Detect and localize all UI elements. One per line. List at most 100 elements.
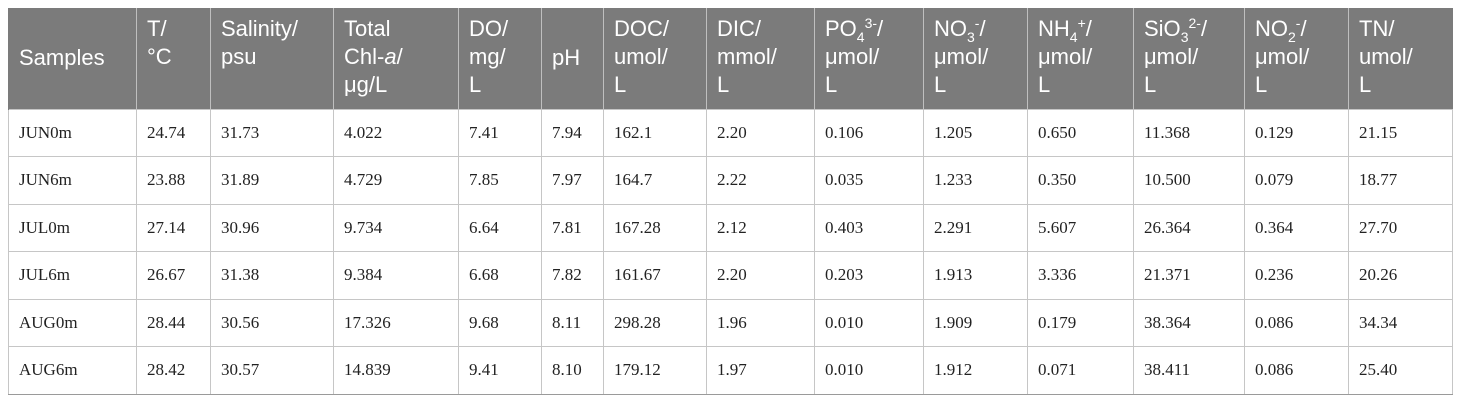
table-cell: 30.57 bbox=[210, 346, 334, 395]
table-cell: 11.368 bbox=[1133, 108, 1245, 157]
table-cell: 20.26 bbox=[1348, 251, 1453, 300]
header-formula: NO bbox=[1255, 16, 1288, 41]
header-label-line: Total bbox=[344, 16, 391, 41]
table-cell: 10.500 bbox=[1133, 156, 1245, 205]
header-unit: umol/ bbox=[1359, 44, 1413, 69]
table-cell: 0.010 bbox=[814, 346, 924, 395]
table-cell: 1.97 bbox=[706, 346, 815, 395]
table-row: JUN0m 24.74 31.73 4.022 7.41 7.94 162.1 2.20 0.1… bbox=[8, 108, 1453, 157]
table-cell: 0.035 bbox=[814, 156, 924, 205]
header-unit: μmol/ bbox=[934, 44, 989, 69]
table-cell: 8.11 bbox=[541, 298, 604, 347]
header-superscript: - bbox=[1295, 15, 1301, 31]
header-subscript: 4 bbox=[1069, 29, 1078, 45]
header-po4: PO43-/ μmol/L bbox=[814, 8, 924, 109]
header-subscript: 3 bbox=[1180, 29, 1189, 45]
table-cell: 0.129 bbox=[1244, 108, 1349, 157]
header-unit: μmol/ bbox=[1038, 44, 1093, 69]
table-row: AUG6m 28.42 30.57 14.839 9.41 8.10 179.12 1.97 0… bbox=[8, 346, 1453, 395]
header-slash: / bbox=[1300, 16, 1307, 41]
table-cell: 25.40 bbox=[1348, 346, 1453, 395]
table-cell: 21.15 bbox=[1348, 108, 1453, 157]
header-superscript: 3- bbox=[864, 15, 878, 31]
table-cell: 0.650 bbox=[1027, 108, 1134, 157]
table-cell: 298.28 bbox=[603, 298, 707, 347]
table-cell: 2.20 bbox=[706, 108, 815, 157]
header-no2: NO2-/ μmol/L bbox=[1244, 8, 1349, 109]
header-dic: DIC/mmol/L bbox=[706, 8, 815, 109]
table-cell: 6.68 bbox=[458, 251, 542, 300]
header-superscript: - bbox=[974, 15, 980, 31]
table-cell: 34.34 bbox=[1348, 298, 1453, 347]
header-unit: μg/L bbox=[344, 72, 388, 97]
table-cell: 28.42 bbox=[136, 346, 211, 395]
table-cell: 26.67 bbox=[136, 251, 211, 300]
data-table: Samples T/ °C Salinity/psu Total Chl-a/μg/… bbox=[8, 8, 1453, 395]
table-cell: 1.913 bbox=[923, 251, 1028, 300]
table-cell: 7.82 bbox=[541, 251, 604, 300]
table-cell: 7.41 bbox=[458, 108, 542, 157]
header-label-italic: a bbox=[384, 44, 397, 69]
header-ph-label: pH bbox=[552, 45, 581, 71]
sample-name-cell: AUG6m bbox=[8, 346, 137, 395]
header-tn: TN/umol/L bbox=[1348, 8, 1453, 109]
table-cell: 8.10 bbox=[541, 346, 604, 395]
header-total-chl-a: Total Chl-a/ μg/L bbox=[333, 8, 459, 109]
table-cell: 167.28 bbox=[603, 203, 707, 252]
header-nh4: NH4+/ μmol/L bbox=[1027, 8, 1134, 109]
table-cell: 9.384 bbox=[333, 251, 459, 300]
header-row: Samples T/ °C Salinity/psu Total Chl-a/μg/… bbox=[8, 8, 1453, 109]
header-ph: pH bbox=[541, 8, 604, 109]
header-superscript: 2- bbox=[1188, 15, 1201, 31]
header-unit: L bbox=[1038, 72, 1051, 97]
header-samples-label: Samples bbox=[19, 45, 105, 71]
header-slash: / bbox=[877, 16, 884, 41]
table-cell: 0.086 bbox=[1244, 346, 1349, 395]
header-unit: mmol/ bbox=[717, 44, 777, 69]
sample-name-cell: AUG0m bbox=[8, 298, 137, 347]
sample-name-cell: JUL6m bbox=[8, 251, 137, 300]
table-cell: 26.364 bbox=[1133, 203, 1245, 252]
table-cell: 30.56 bbox=[210, 298, 334, 347]
table-cell: 0.086 bbox=[1244, 298, 1349, 347]
table-cell: 7.97 bbox=[541, 156, 604, 205]
table-cell: 17.326 bbox=[333, 298, 459, 347]
table-cell: 0.364 bbox=[1244, 203, 1349, 252]
table-cell: 4.729 bbox=[333, 156, 459, 205]
header-unit: μmol/ bbox=[825, 44, 880, 69]
table-cell: 1.233 bbox=[923, 156, 1028, 205]
header-label-line: T/ bbox=[147, 16, 167, 41]
header-samples: Samples bbox=[8, 8, 137, 109]
header-unit: L bbox=[614, 72, 627, 97]
table-cell: 0.010 bbox=[814, 298, 924, 347]
header-salinity: Salinity/psu bbox=[210, 8, 334, 109]
table-cell: 2.22 bbox=[706, 156, 815, 205]
table-cell: 0.203 bbox=[814, 251, 924, 300]
table-cell: 2.20 bbox=[706, 251, 815, 300]
table-cell: 3.336 bbox=[1027, 251, 1134, 300]
header-unit: umol/ bbox=[614, 44, 668, 69]
header-unit: L bbox=[717, 72, 730, 97]
table-cell: 1.909 bbox=[923, 298, 1028, 347]
table-cell: 24.74 bbox=[136, 108, 211, 157]
table-cell: 0.403 bbox=[814, 203, 924, 252]
table-cell: 179.12 bbox=[603, 346, 707, 395]
table-cell: 2.12 bbox=[706, 203, 815, 252]
header-unit: °C bbox=[147, 44, 172, 69]
table-cell: 162.1 bbox=[603, 108, 707, 157]
table-cell: 0.079 bbox=[1244, 156, 1349, 205]
header-doc: DOC/umol/L bbox=[603, 8, 707, 109]
table-cell: 18.77 bbox=[1348, 156, 1453, 205]
table-cell: 5.607 bbox=[1027, 203, 1134, 252]
header-unit: L bbox=[469, 72, 482, 97]
table-cell: 1.96 bbox=[706, 298, 815, 347]
table-cell: 0.071 bbox=[1027, 346, 1134, 395]
table-body: JUN0m 24.74 31.73 4.022 7.41 7.94 162.1 2.20 0.1… bbox=[8, 108, 1453, 395]
table-cell: 2.291 bbox=[923, 203, 1028, 252]
table-cell: 9.41 bbox=[458, 346, 542, 395]
table-cell: 4.022 bbox=[333, 108, 459, 157]
header-superscript: + bbox=[1077, 15, 1086, 31]
header-formula: SiO bbox=[1144, 16, 1181, 41]
header-label-line: TN/ bbox=[1359, 16, 1395, 41]
table-cell: 0.179 bbox=[1027, 298, 1134, 347]
